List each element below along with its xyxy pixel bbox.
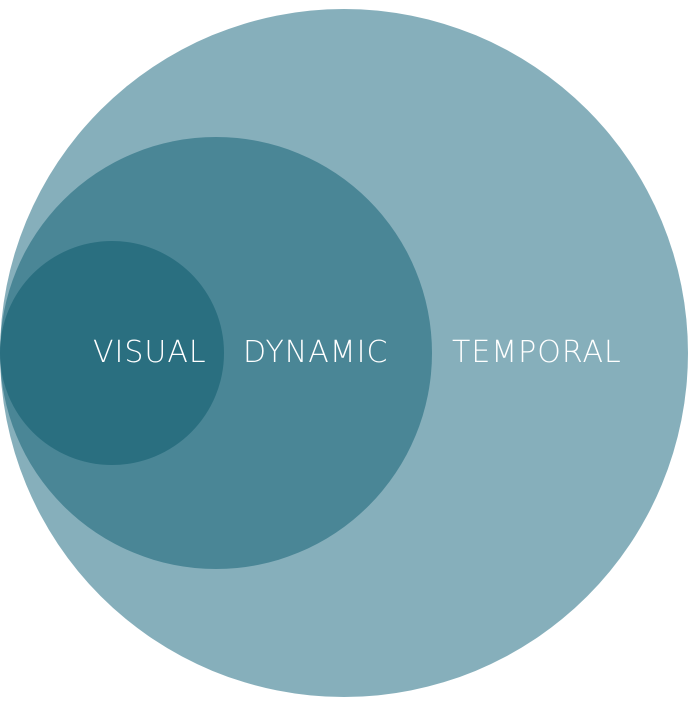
temporal-label: TEMPORAL (452, 338, 622, 368)
visual-label: VISUAL (93, 338, 207, 368)
dynamic-label: DYNAMIC (243, 338, 388, 368)
